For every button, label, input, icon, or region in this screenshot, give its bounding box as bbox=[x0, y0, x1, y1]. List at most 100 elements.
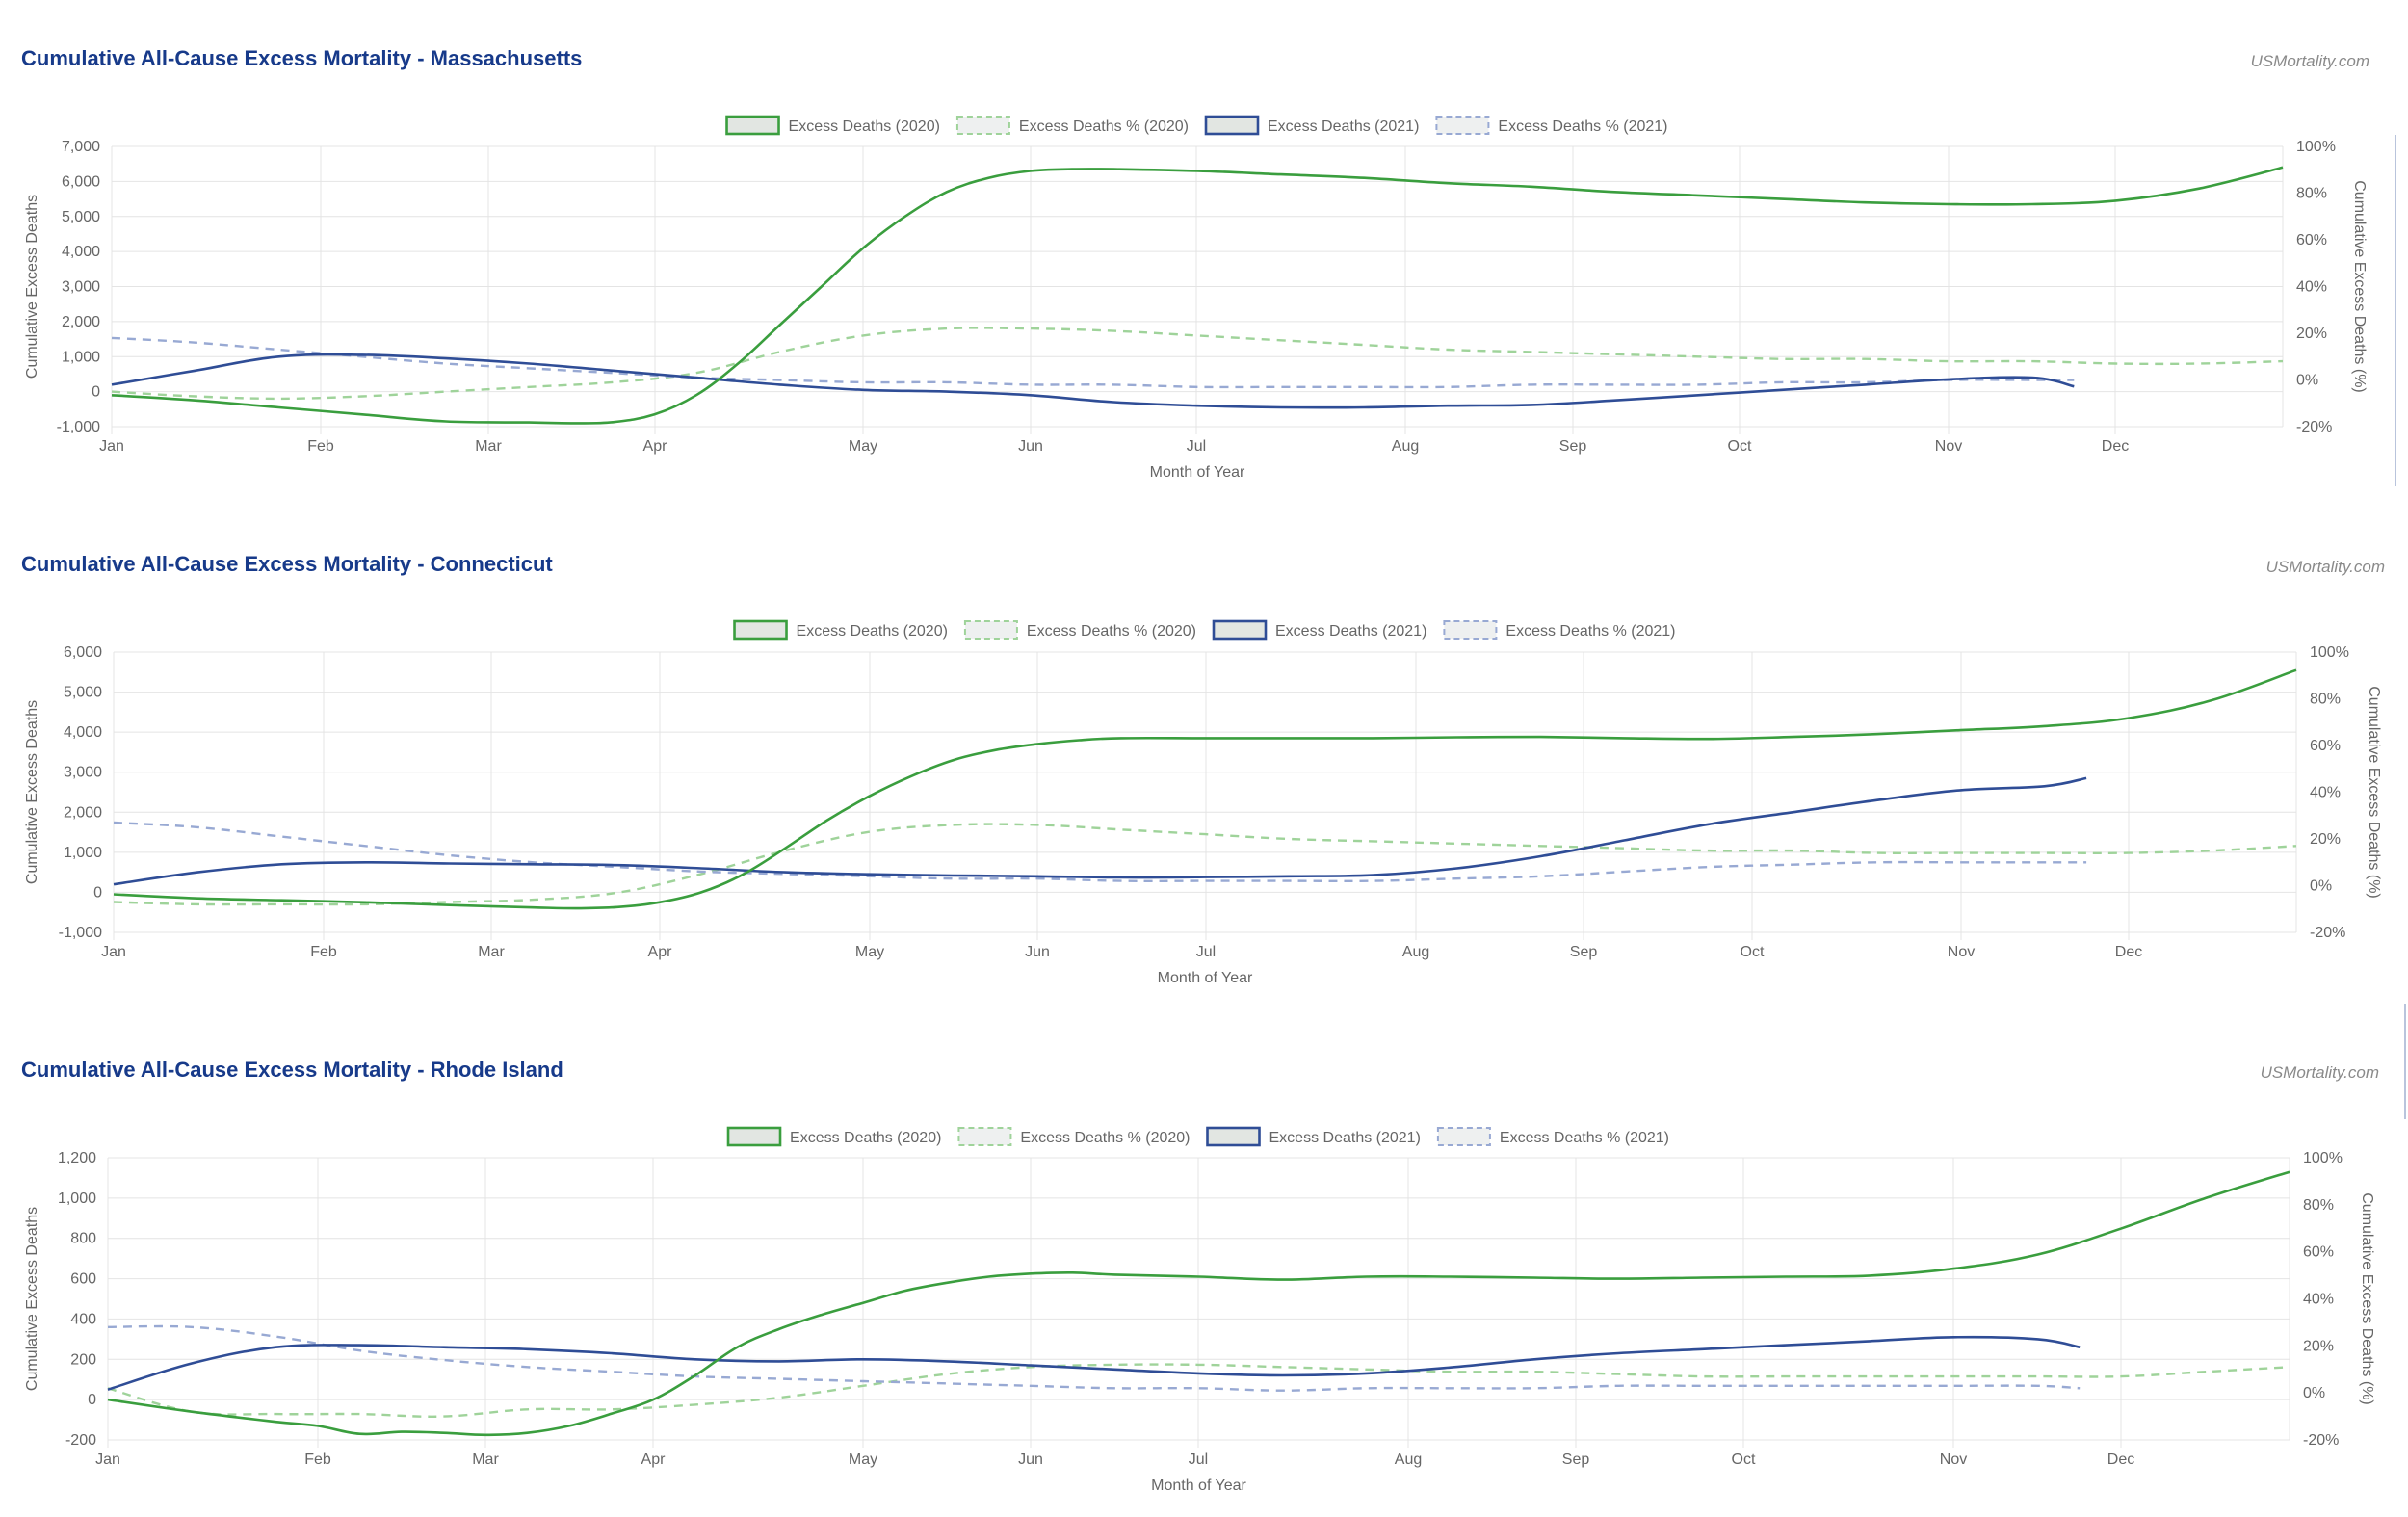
y-tick-label: 0 bbox=[93, 884, 102, 901]
grid bbox=[111, 145, 2284, 434]
y-tick-label: 2,000 bbox=[62, 314, 100, 330]
source-credit: USMortality.com bbox=[2250, 52, 2369, 70]
y-axis-title: Cumulative Excess Deaths bbox=[24, 195, 40, 379]
legend: Excess Deaths (2020) Excess Deaths % (202… bbox=[726, 1126, 1669, 1147]
y2-tick-label: 20% bbox=[2310, 831, 2341, 848]
x-tick-label: Jan bbox=[95, 1452, 120, 1468]
series-line-excess-deaths-2021 bbox=[107, 1335, 2081, 1391]
line-chart: -1,000 0 1,000 2,000 3,000 4,000 5,000 6,000 7,0… bbox=[24, 115, 2368, 481]
legend: Excess Deaths (2020) Excess Deaths % (202… bbox=[733, 619, 1675, 641]
y-tick-label: 3,000 bbox=[64, 765, 102, 781]
legend-label: Excess Deaths % (2021) bbox=[1498, 118, 1667, 135]
x-tick-label: Aug bbox=[1402, 944, 1429, 960]
x-axis-title: Month of Year bbox=[1158, 970, 1253, 986]
legend-swatch bbox=[963, 620, 1018, 640]
x-tick-label: Sep bbox=[1562, 1452, 1590, 1468]
x-tick-label: Jun bbox=[1018, 1452, 1043, 1468]
y-tick-label: 600 bbox=[70, 1271, 96, 1288]
legend-swatch bbox=[733, 619, 788, 641]
legend-label: Excess Deaths % (2020) bbox=[1019, 118, 1189, 135]
series-line-excess-deaths-2021 bbox=[111, 336, 2075, 389]
legend-swatch bbox=[1435, 116, 1490, 135]
series-line-excess-deaths-2020 bbox=[111, 327, 2284, 401]
x-tick-label: Mar bbox=[475, 438, 502, 455]
x-tick-label: Feb bbox=[304, 1452, 331, 1468]
series-line-excess-deaths-2021 bbox=[111, 353, 2075, 409]
chart-panel-connecticut: Cumulative All-Cause Excess Mortality - … bbox=[0, 506, 2408, 1011]
y2-axis-title: Cumulative Excess Deaths (%) bbox=[2359, 1192, 2375, 1405]
y2-tick-label: 0% bbox=[2310, 878, 2332, 895]
panel-divider bbox=[2404, 1004, 2406, 1119]
chart-title: Cumulative All-Cause Excess Mortality - … bbox=[21, 46, 583, 70]
y-tick-label: 400 bbox=[70, 1311, 96, 1327]
y2-tick-label: 80% bbox=[2310, 692, 2341, 708]
y2-tick-label: -20% bbox=[2296, 419, 2332, 435]
x-tick-label: May bbox=[855, 944, 884, 960]
series-line-excess-deaths-2020 bbox=[111, 166, 2284, 425]
legend-swatch bbox=[1204, 115, 1260, 136]
legend-label: Excess Deaths (2021) bbox=[1268, 118, 1419, 135]
legend: Excess Deaths (2020) Excess Deaths % (202… bbox=[725, 115, 1667, 136]
y2-tick-label: 80% bbox=[2296, 186, 2327, 202]
chart-panel-massachusetts: Cumulative All-Cause Excess Mortality - … bbox=[0, 0, 2408, 506]
chart-title: Cumulative All-Cause Excess Mortality - … bbox=[21, 552, 553, 576]
y-tick-label: 1,000 bbox=[64, 845, 102, 861]
y-tick-label: -1,000 bbox=[59, 925, 102, 941]
x-tick-label: Nov bbox=[1948, 944, 1975, 960]
series-line-excess-deaths-2020 bbox=[113, 668, 2297, 910]
y-tick-label: 2,000 bbox=[64, 804, 102, 821]
source-credit: USMortality.com bbox=[2265, 558, 2385, 576]
chart-title: Cumulative All-Cause Excess Mortality - … bbox=[21, 1058, 563, 1082]
x-tick-label: Nov bbox=[1935, 438, 1962, 455]
y2-tick-label: 40% bbox=[2303, 1292, 2334, 1308]
y-tick-label: -1,000 bbox=[57, 419, 100, 435]
y2-tick-label: 0% bbox=[2303, 1385, 2325, 1401]
y-tick-label: 800 bbox=[70, 1231, 96, 1247]
x-tick-label: Sep bbox=[1559, 438, 1587, 455]
y2-tick-label: 40% bbox=[2296, 279, 2327, 296]
y2-tick-label: -20% bbox=[2310, 925, 2345, 941]
x-tick-label: Jun bbox=[1025, 944, 1050, 960]
y2-tick-label: 100% bbox=[2296, 139, 2336, 155]
x-tick-label: Apr bbox=[643, 438, 668, 455]
x-tick-label: Dec bbox=[2107, 1452, 2134, 1468]
legend-label: Excess Deaths % (2021) bbox=[1505, 623, 1675, 640]
y-tick-label: 1,000 bbox=[62, 349, 100, 365]
y2-tick-label: 60% bbox=[2310, 738, 2341, 754]
x-tick-label: Dec bbox=[2115, 944, 2142, 960]
x-tick-label: Jan bbox=[99, 438, 124, 455]
y-tick-label: 4,000 bbox=[62, 244, 100, 260]
x-tick-label: Oct bbox=[1728, 438, 1752, 455]
line-chart: -1,000 0 1,000 2,000 3,000 4,000 5,000 6,000 -20… bbox=[24, 619, 2382, 986]
y-tick-label: 1,200 bbox=[58, 1150, 96, 1166]
legend-swatch bbox=[725, 115, 780, 136]
y-tick-label: 5,000 bbox=[64, 685, 102, 701]
x-tick-label: Jan bbox=[101, 944, 126, 960]
legend-label: Excess Deaths % (2020) bbox=[1027, 623, 1196, 640]
x-axis-title: Month of Year bbox=[1151, 1478, 1246, 1494]
x-tick-label: Sep bbox=[1570, 944, 1598, 960]
legend-swatch bbox=[957, 1127, 1012, 1146]
x-tick-label: May bbox=[849, 438, 877, 455]
y-tick-label: 4,000 bbox=[64, 724, 102, 741]
y-tick-label: 0 bbox=[92, 384, 100, 401]
line-chart: -200 0 200 400 600 800 1,000 1,200 -20% 0% 20% 40% 6… bbox=[24, 1126, 2375, 1494]
grid bbox=[113, 651, 2297, 940]
series-line-excess-deaths-2020 bbox=[107, 1170, 2290, 1437]
x-tick-label: Mar bbox=[478, 944, 505, 960]
y2-tick-label: 60% bbox=[2303, 1244, 2334, 1261]
y2-tick-label: 100% bbox=[2310, 644, 2349, 661]
x-tick-label: Oct bbox=[1732, 1452, 1756, 1468]
x-tick-label: Aug bbox=[1395, 1452, 1422, 1468]
chart-panel-rhode-island: Cumulative All-Cause Excess Mortality - … bbox=[0, 1004, 2408, 1517]
x-tick-label: Feb bbox=[310, 944, 337, 960]
legend-swatch bbox=[1206, 1126, 1261, 1147]
y-tick-label: 3,000 bbox=[62, 279, 100, 296]
x-tick-label: Mar bbox=[472, 1452, 499, 1468]
y2-tick-label: 20% bbox=[2296, 326, 2327, 342]
x-tick-label: Jul bbox=[1189, 1452, 1208, 1468]
x-tick-label: Dec bbox=[2102, 438, 2129, 455]
y-axis-title: Cumulative Excess Deaths bbox=[24, 700, 40, 884]
x-tick-label: Jul bbox=[1187, 438, 1206, 455]
legend-label: Excess Deaths % (2020) bbox=[1020, 1130, 1190, 1146]
